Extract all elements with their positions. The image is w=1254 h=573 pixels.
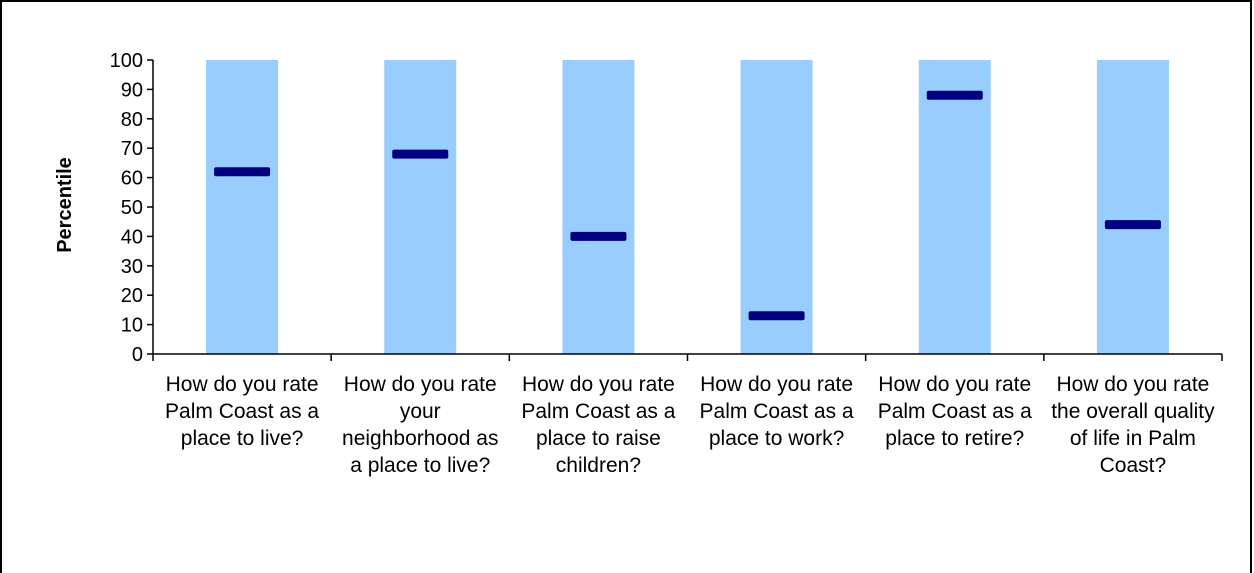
range-bar xyxy=(918,60,991,354)
y-tick-label: 100 xyxy=(110,50,143,72)
y-tick-label: 70 xyxy=(121,138,143,160)
axes xyxy=(147,59,1223,361)
y-tick-labels: 0 10 20 30 40 50 60 70 80 90 100 xyxy=(110,50,143,366)
y-tick-label: 80 xyxy=(121,109,143,131)
percentile-marker xyxy=(570,231,627,241)
range-bar xyxy=(1096,60,1169,354)
x-tick-label: How do you rate Palm Coast as a place to… xyxy=(699,373,854,450)
range-bar xyxy=(206,60,279,354)
percentile-marker xyxy=(1104,220,1161,230)
x-tick-label: How do you rate Palm Coast as a place to… xyxy=(521,373,676,477)
y-tick-label: 0 xyxy=(132,344,143,366)
x-tick-label: How do you rate your neighborhood as a p… xyxy=(342,373,499,477)
y-tick-label: 90 xyxy=(121,79,143,101)
y-tick-label: 50 xyxy=(121,197,143,219)
range-bar xyxy=(562,60,635,354)
x-tick-label: How do you rate Palm Coast as a place to… xyxy=(877,373,1032,450)
y-tick-label: 40 xyxy=(121,226,143,248)
percentile-marker xyxy=(392,149,449,159)
percentile-markers xyxy=(214,90,1161,321)
y-tick-label: 20 xyxy=(121,285,143,307)
range-bar xyxy=(384,60,457,354)
percentile-marker xyxy=(214,167,271,177)
y-tick-label: 30 xyxy=(121,256,143,278)
percentile-marker xyxy=(748,311,805,321)
y-tick-label: 60 xyxy=(121,168,143,190)
y-tick-label: 10 xyxy=(121,315,143,337)
range-bars xyxy=(206,60,1169,354)
range-bar xyxy=(740,60,813,354)
x-tick-label: How do you rate the overall quality of l… xyxy=(1051,373,1215,477)
percentile-marker xyxy=(926,90,983,100)
x-tick-label: How do you rate Palm Coast as a place to… xyxy=(165,373,320,450)
y-axis-label: Percentile xyxy=(54,157,76,253)
